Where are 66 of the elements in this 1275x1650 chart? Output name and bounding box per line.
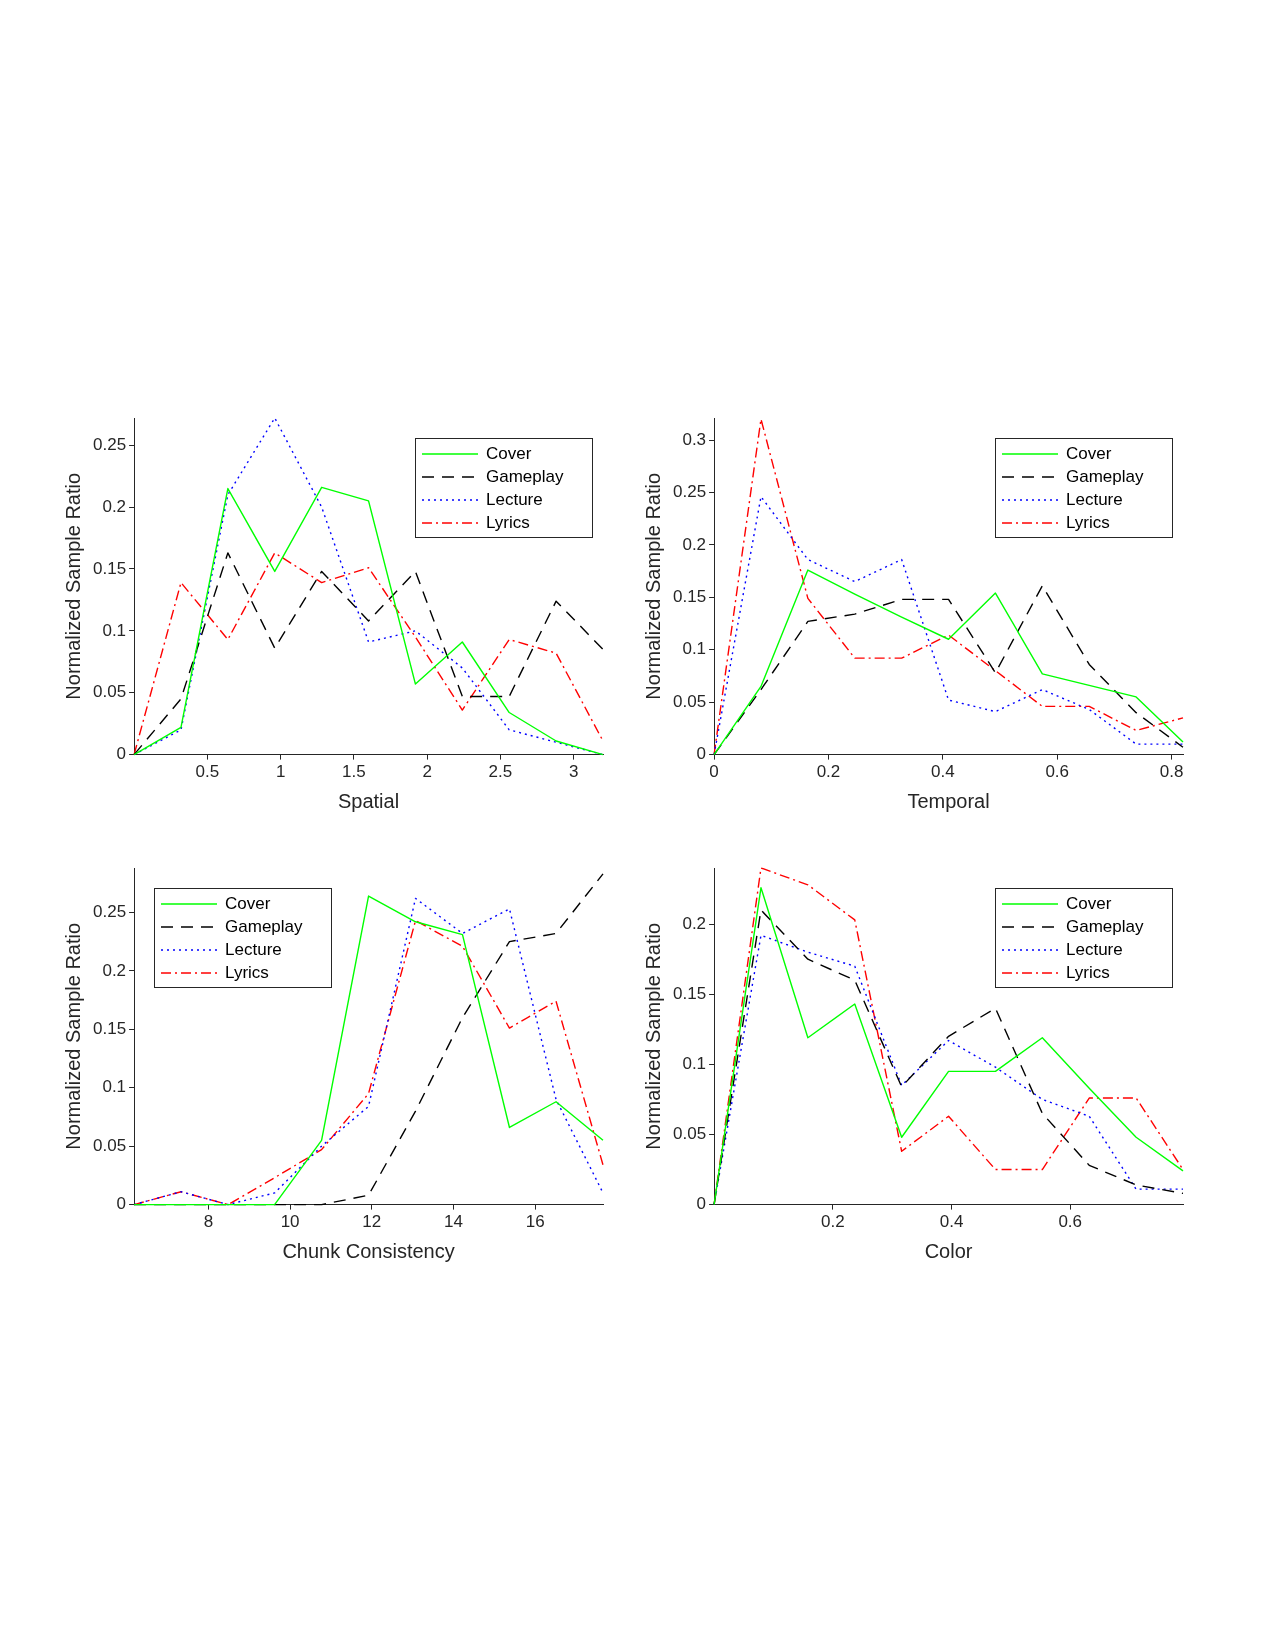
y-tick-label: 0.15 <box>672 587 707 606</box>
x-tick-label: 0.2 <box>816 762 841 782</box>
y-tick-label: 0.2 <box>102 960 127 980</box>
legend-label: Lecture <box>486 489 543 510</box>
legend-label: Lecture <box>1066 489 1123 510</box>
legend-label: Lyrics <box>1066 512 1110 533</box>
legend-label: Cover <box>486 443 532 464</box>
y-tick-label: 0 <box>696 744 707 764</box>
x-tick-label: 2 <box>422 762 432 782</box>
y-tick-label: 0 <box>696 1194 707 1214</box>
legend-label: Lyrics <box>225 962 269 983</box>
y-tick-label: 0.2 <box>682 913 707 933</box>
y-tick-label: 0.15 <box>672 983 707 1003</box>
x-tick-label: 12 <box>362 1212 382 1232</box>
y-tick-label: 0.15 <box>92 1018 127 1038</box>
x-tick-label: 0.2 <box>820 1212 845 1232</box>
y-tick-label: 0 <box>116 1194 127 1214</box>
x-axis-title: Spatial <box>337 789 400 812</box>
y-tick-label: 0 <box>116 744 127 764</box>
x-tick-label: 0.8 <box>1159 762 1184 782</box>
legend-label: Cover <box>1066 443 1112 464</box>
x-tick-label: 8 <box>203 1212 214 1232</box>
x-tick-label: 14 <box>444 1212 463 1232</box>
legend-label: Gameplay <box>1066 466 1144 487</box>
x-axis-title: Color <box>924 1239 973 1262</box>
y-tick-label: 0.15 <box>92 558 127 578</box>
legend-label: Lyrics <box>1066 962 1110 983</box>
x-tick-label: 10 <box>280 1212 300 1232</box>
legend-label: Cover <box>1066 893 1112 914</box>
y-axis-title: Normalized Sample Ratio <box>641 922 664 1150</box>
x-tick-label: 1 <box>275 762 286 782</box>
x-tick-label: 3 <box>568 762 579 782</box>
legend-label: Cover <box>225 893 271 914</box>
legend-label: Gameplay <box>1066 916 1144 937</box>
legend-label: Lecture <box>225 939 282 960</box>
y-tick-label: 0.25 <box>92 902 127 922</box>
x-tick-label: 0.4 <box>931 762 955 782</box>
y-tick-label: 0.1 <box>102 1077 127 1097</box>
y-tick-label: 0.05 <box>92 1135 127 1155</box>
y-axis-title: Normalized Sample Ratio <box>61 922 84 1150</box>
y-tick-label: 0.05 <box>672 1124 707 1144</box>
y-tick-label: 0.25 <box>92 434 127 454</box>
x-tick-label: 16 <box>525 1212 545 1232</box>
y-tick-label: 0.1 <box>682 1054 707 1074</box>
legend-label: Lyrics <box>486 512 530 533</box>
x-axis-title: Temporal <box>907 789 990 812</box>
x-tick-label: 1.5 <box>342 762 366 782</box>
y-tick-label: 0.2 <box>682 534 707 554</box>
y-tick-label: 0.1 <box>682 639 707 659</box>
x-tick-label: 0.4 <box>939 1212 964 1232</box>
y-tick-label: 0.2 <box>102 496 127 516</box>
y-tick-label: 0.3 <box>682 429 707 449</box>
x-tick-label: 0.5 <box>195 762 220 782</box>
x-tick-label: 0.6 <box>1058 1212 1083 1232</box>
y-tick-label: 0.1 <box>102 620 127 640</box>
x-axis-title: Chunk Consistency <box>282 1239 455 1262</box>
legend-label: Lecture <box>1066 939 1123 960</box>
legend-label: Gameplay <box>225 916 303 937</box>
x-tick-label: 0.6 <box>1045 762 1070 782</box>
y-axis-title: Normalized Sample Ratio <box>61 472 84 700</box>
y-tick-label: 0.25 <box>672 482 707 502</box>
legend-label: Gameplay <box>486 466 564 487</box>
y-tick-label: 0.05 <box>92 682 127 702</box>
y-tick-label: 0.05 <box>672 691 707 711</box>
y-axis-title: Normalized Sample Ratio <box>641 472 664 700</box>
x-tick-label: 2.5 <box>488 762 513 782</box>
